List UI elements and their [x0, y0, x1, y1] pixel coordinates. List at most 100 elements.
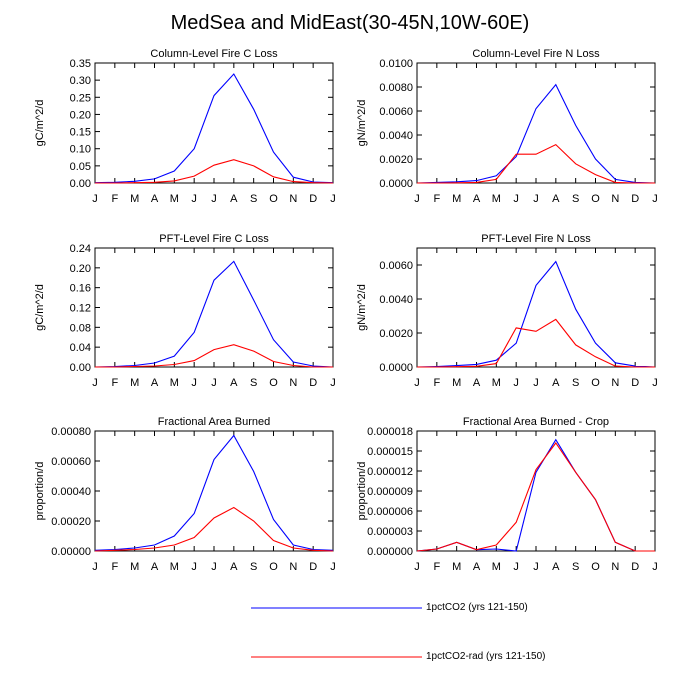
y-tick-label: 0.0060: [379, 106, 413, 118]
y-tick-label: 0.05: [70, 161, 91, 173]
y-tick-label: 0.0040: [379, 130, 413, 142]
y-tick-label: 0.0020: [379, 328, 413, 340]
x-tick-label-a: A: [473, 193, 481, 205]
panel-frame-2: [416, 62, 656, 184]
series-line-1pctco2-yrs-121-150: [94, 73, 334, 184]
x-tick-label-o: O: [591, 561, 600, 573]
x-tick-label-n: N: [611, 193, 619, 205]
y-tick-label: 0.15: [70, 127, 91, 139]
y-tick-label: 0.00: [70, 178, 91, 190]
x-tick-label-j: J: [92, 193, 98, 205]
x-tick-label-a: A: [473, 377, 481, 389]
y-tick-label: 0.0000: [379, 362, 413, 374]
series-line-1pctco2-yrs-121-150: [94, 260, 334, 368]
x-tick-label-j: J: [191, 377, 197, 389]
x-tick-label-j: J: [92, 561, 98, 573]
y-axis-label: proportion/d: [356, 462, 368, 521]
x-tick-label-s: S: [572, 193, 579, 205]
panel-frame-4: [416, 247, 656, 368]
y-tick-label: 0.000018: [367, 426, 413, 438]
y-tick-label: 0.00: [70, 362, 91, 374]
x-tick-label-j: J: [211, 193, 217, 205]
y-tick-label: 0.04: [70, 342, 91, 354]
x-tick-label-o: O: [269, 193, 278, 205]
x-tick-label-j: J: [211, 377, 217, 389]
panel-title-column-level-fire-c-loss: Column-Level Fire C Loss: [150, 48, 278, 60]
x-tick-label-s: S: [572, 377, 579, 389]
x-tick-label-f: F: [433, 193, 440, 205]
x-tick-label-j: J: [191, 561, 197, 573]
x-tick-label-j: J: [652, 193, 658, 205]
x-tick-label-d: D: [631, 193, 639, 205]
x-tick-label-a: A: [552, 377, 560, 389]
x-tick-label-m: M: [170, 193, 179, 205]
x-tick-label-m: M: [492, 193, 501, 205]
y-axis-label: gC/m^2/d: [34, 284, 46, 331]
y-tick-label: 0.00060: [51, 456, 91, 468]
x-tick-label-a: A: [552, 561, 560, 573]
x-tick-label-n: N: [611, 377, 619, 389]
x-tick-label-d: D: [631, 377, 639, 389]
x-tick-label-m: M: [170, 561, 179, 573]
x-tick-label-f: F: [111, 377, 118, 389]
y-tick-label: 0.000012: [367, 466, 413, 478]
y-tick-label: 0.24: [70, 243, 91, 255]
x-tick-label-o: O: [591, 377, 600, 389]
y-tick-label: 0.0100: [379, 58, 413, 70]
series-line-1pctco2-rad-yrs-121-150: [416, 442, 655, 552]
x-tick-label-n: N: [289, 377, 297, 389]
x-tick-label-j: J: [513, 193, 519, 205]
panel-frame-6: [416, 430, 656, 552]
x-tick-label-n: N: [289, 193, 297, 205]
x-tick-label-m: M: [452, 377, 461, 389]
y-axis-label: gC/m^2/d: [34, 100, 46, 147]
x-tick-label-d: D: [631, 561, 639, 573]
x-tick-label-s: S: [250, 561, 257, 573]
x-tick-label-d: D: [309, 561, 317, 573]
y-tick-label: 0.0080: [379, 82, 413, 94]
x-tick-label-j: J: [533, 193, 539, 205]
x-tick-label-f: F: [111, 561, 118, 573]
x-tick-label-a: A: [151, 193, 159, 205]
y-tick-label: 0.0040: [379, 294, 413, 306]
x-tick-label-m: M: [170, 377, 179, 389]
x-tick-label-j: J: [533, 561, 539, 573]
x-tick-label-s: S: [250, 377, 257, 389]
x-tick-label-f: F: [433, 377, 440, 389]
x-tick-label-o: O: [269, 561, 278, 573]
x-tick-label-m: M: [130, 193, 139, 205]
x-tick-label-j: J: [191, 193, 197, 205]
x-tick-label-m: M: [452, 193, 461, 205]
x-tick-label-a: A: [230, 561, 238, 573]
x-tick-label-n: N: [289, 561, 297, 573]
x-tick-label-j: J: [330, 377, 336, 389]
panel-frame-5: [94, 430, 334, 552]
series-line-1pctco2-yrs-121-150: [416, 83, 656, 184]
y-tick-label: 0.00080: [51, 426, 91, 438]
y-tick-label: 0.0020: [379, 154, 413, 166]
x-tick-label-m: M: [130, 561, 139, 573]
y-tick-label: 0.00040: [51, 486, 91, 498]
series-line-1pctco2-rad-yrs-121-150: [95, 159, 334, 184]
x-tick-label-m: M: [492, 377, 501, 389]
panel-title-fractional-area-burned: Fractional Area Burned: [158, 416, 271, 428]
x-tick-label-j: J: [414, 377, 420, 389]
x-tick-label-m: M: [130, 377, 139, 389]
x-tick-label-a: A: [151, 377, 159, 389]
x-tick-label-j: J: [533, 377, 539, 389]
x-tick-label-n: N: [611, 561, 619, 573]
panel-title-column-level-fire-n-loss: Column-Level Fire N Loss: [472, 48, 600, 60]
x-tick-label-j: J: [652, 561, 658, 573]
y-tick-label: 0.000015: [367, 446, 413, 458]
x-tick-label-a: A: [151, 561, 159, 573]
series-line-1pctco2-yrs-121-150: [416, 438, 655, 552]
y-tick-label: 0.25: [70, 92, 91, 104]
x-tick-label-j: J: [513, 377, 519, 389]
x-tick-label-d: D: [309, 377, 317, 389]
x-tick-label-j: J: [513, 561, 519, 573]
y-tick-label: 0.000000: [367, 546, 413, 558]
y-tick-label: 0.000003: [367, 526, 413, 538]
x-tick-label-j: J: [652, 377, 658, 389]
x-tick-label-a: A: [473, 561, 481, 573]
